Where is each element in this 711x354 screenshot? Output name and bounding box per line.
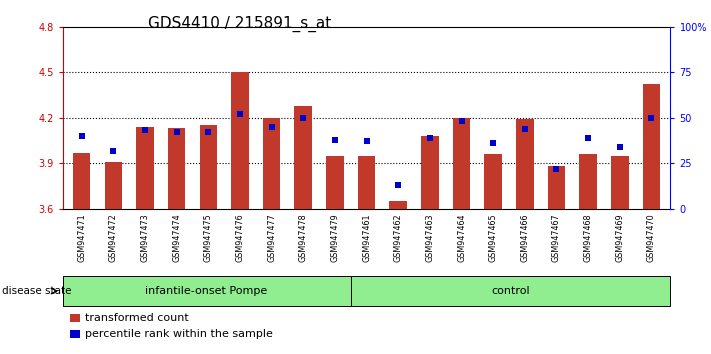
Text: GSM947467: GSM947467 [552, 213, 561, 262]
Point [171, 130, 182, 135]
Point [582, 135, 594, 141]
Text: GSM947461: GSM947461 [362, 213, 371, 262]
Point [551, 166, 562, 172]
Bar [516, 119, 533, 209]
Text: GSM947473: GSM947473 [140, 213, 149, 262]
Point [360, 138, 373, 144]
Point [329, 137, 341, 142]
Bar [547, 166, 565, 209]
Text: control: control [491, 286, 530, 296]
Bar [453, 118, 470, 209]
Point [456, 119, 467, 124]
Bar [351, 276, 670, 306]
Text: GSM947477: GSM947477 [267, 213, 276, 262]
Text: GSM947471: GSM947471 [77, 213, 86, 262]
Bar [358, 156, 375, 209]
Point [488, 141, 499, 146]
Text: GSM947462: GSM947462 [394, 213, 402, 262]
Text: disease state: disease state [2, 286, 72, 296]
Text: percentile rank within the sample: percentile rank within the sample [85, 329, 272, 339]
Bar [137, 127, 154, 209]
Text: GSM947476: GSM947476 [235, 213, 245, 262]
Bar [484, 154, 502, 209]
Bar [231, 72, 249, 209]
Text: GSM947479: GSM947479 [331, 213, 339, 262]
Bar [263, 118, 280, 209]
Point [297, 115, 309, 120]
Bar [63, 276, 351, 306]
Point [234, 111, 245, 117]
Bar [390, 201, 407, 209]
Text: GSM947468: GSM947468 [584, 213, 593, 262]
Bar [421, 136, 439, 209]
Text: GSM947472: GSM947472 [109, 213, 118, 262]
Point [519, 126, 530, 131]
Bar [643, 84, 661, 209]
Text: GSM947465: GSM947465 [488, 213, 498, 262]
Bar [294, 105, 312, 209]
Bar [105, 162, 122, 209]
Bar [611, 156, 629, 209]
Text: transformed count: transformed count [85, 313, 188, 323]
Text: GSM947470: GSM947470 [647, 213, 656, 262]
Point [139, 128, 151, 133]
Point [107, 148, 119, 153]
Bar [168, 129, 186, 209]
Point [424, 135, 436, 141]
Text: GSM947469: GSM947469 [615, 213, 624, 262]
Point [203, 130, 214, 135]
Point [76, 133, 87, 139]
Bar [73, 153, 90, 209]
Point [646, 115, 657, 120]
Text: GSM947474: GSM947474 [172, 213, 181, 262]
Point [266, 124, 277, 130]
Text: GSM947464: GSM947464 [457, 213, 466, 262]
Text: GDS4410 / 215891_s_at: GDS4410 / 215891_s_at [148, 16, 331, 32]
Bar [326, 156, 343, 209]
Bar [200, 125, 217, 209]
Text: GSM947466: GSM947466 [520, 213, 529, 262]
Text: GSM947463: GSM947463 [425, 213, 434, 262]
Point [392, 182, 404, 188]
Text: GSM947475: GSM947475 [204, 213, 213, 262]
Point [614, 144, 626, 150]
Bar [579, 154, 597, 209]
Text: infantile-onset Pompe: infantile-onset Pompe [146, 286, 267, 296]
Text: GSM947478: GSM947478 [299, 213, 308, 262]
